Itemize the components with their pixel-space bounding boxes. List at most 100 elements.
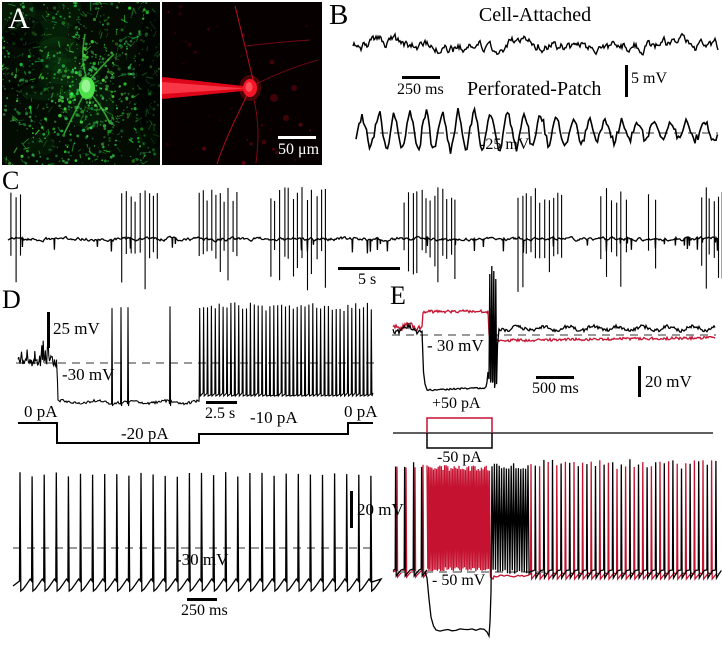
green-punctum: [106, 70, 110, 74]
green-punctum: [22, 65, 25, 68]
green-punctum: [31, 7, 34, 9]
green-punctum: [108, 139, 111, 142]
green-punctum: [50, 149, 52, 151]
green-punctum: [58, 51, 62, 54]
green-punctum: [103, 108, 106, 112]
green-punctum: [103, 14, 105, 16]
green-fiber: [51, 139, 54, 142]
green-punctum: [126, 112, 129, 116]
green-punctum: [112, 65, 114, 67]
green-punctum: [29, 48, 31, 50]
green-punctum: [63, 17, 66, 20]
green-punctum: [67, 158, 70, 161]
green-punctum: [87, 157, 91, 160]
panel-a-green-image: [2, 2, 160, 165]
green-fiber: [43, 86, 50, 93]
e-current-pulse-positive: [426, 417, 493, 433]
dark-region: [135, 12, 160, 152]
panel-d-voltage-trace: [17, 302, 374, 407]
green-fiber: [3, 157, 11, 162]
green-punctum: [116, 6, 119, 9]
green-punctum: [32, 136, 35, 139]
green-punctum: [69, 133, 72, 136]
green-punctum: [98, 58, 101, 61]
green-punctum: [106, 99, 108, 101]
green-punctum: [52, 6, 57, 10]
red-punctum: [275, 151, 279, 154]
green-punctum: [101, 159, 104, 162]
green-fiber: [82, 11, 87, 18]
green-punctum: [117, 56, 119, 58]
green-punctum: [74, 69, 76, 71]
green-punctum: [71, 80, 74, 83]
green-punctum: [40, 49, 44, 53]
green-punctum: [32, 80, 34, 83]
green-punctum: [124, 52, 128, 56]
green-fiber: [93, 79, 100, 84]
green-punctum: [24, 162, 28, 165]
green-punctum: [115, 107, 119, 110]
green-punctum: [95, 53, 97, 56]
red-punctum: [167, 11, 170, 13]
red-punctum: [272, 147, 276, 151]
green-punctum: [81, 130, 82, 131]
green-fiber: [60, 107, 67, 113]
green-punctum: [16, 94, 19, 97]
green-punctum: [103, 44, 106, 46]
red-punctum: [241, 160, 246, 165]
green-punctum: [14, 74, 17, 77]
green-fiber: [57, 126, 61, 132]
green-punctum: [67, 105, 71, 108]
green-punctum: [84, 49, 88, 52]
green-punctum: [120, 92, 124, 96]
green-punctum: [95, 94, 99, 97]
green-punctum: [125, 96, 129, 100]
green-punctum: [130, 16, 132, 18]
green-punctum: [50, 86, 54, 90]
green-punctum: [84, 106, 87, 109]
green-punctum: [127, 66, 132, 70]
green-punctum: [141, 17, 145, 20]
green-fiber: [100, 32, 103, 39]
green-punctum: [139, 159, 142, 162]
green-punctum: [62, 159, 65, 163]
green-punctum: [75, 113, 79, 117]
green-punctum: [103, 19, 106, 22]
green-punctum: [95, 56, 97, 58]
green-punctum: [31, 120, 34, 123]
red-punctum: [230, 107, 233, 110]
green-punctum: [90, 107, 94, 111]
green-punctum: [109, 70, 113, 75]
green-punctum: [2, 52, 4, 54]
b-cell-attached-trace: [352, 31, 719, 56]
green-punctum: [16, 129, 18, 131]
green-fiber: [141, 160, 148, 165]
green-fiber: [86, 45, 92, 51]
green-punctum: [70, 82, 72, 84]
green-punctum: [2, 68, 3, 69]
green-fiber: [116, 45, 119, 52]
green-punctum: [99, 94, 103, 97]
green-dendrite: [63, 95, 84, 135]
green-fiber: [43, 45, 48, 49]
green-punctum: [71, 35, 73, 38]
green-punctum: [7, 52, 10, 55]
b-perforated-patch-trace: [355, 106, 719, 154]
green-punctum: [28, 124, 32, 128]
pipette-core: [162, 82, 247, 94]
green-punctum: [109, 119, 113, 123]
green-punctum: [58, 113, 62, 118]
pipette-shadow: [2, 82, 70, 94]
green-punctum: [76, 31, 79, 34]
green-punctum: [31, 63, 34, 65]
green-punctum: [81, 162, 83, 164]
green-punctum: [83, 25, 85, 27]
green-fiber: [79, 13, 85, 17]
panel-d-bottom-trace: [12, 472, 383, 593]
green-fiber: [30, 97, 33, 102]
green-punctum: [122, 118, 125, 122]
green-punctum: [130, 155, 132, 158]
green-punctum: [39, 155, 42, 158]
green-punctum: [96, 112, 100, 116]
green-punctum: [93, 103, 97, 107]
